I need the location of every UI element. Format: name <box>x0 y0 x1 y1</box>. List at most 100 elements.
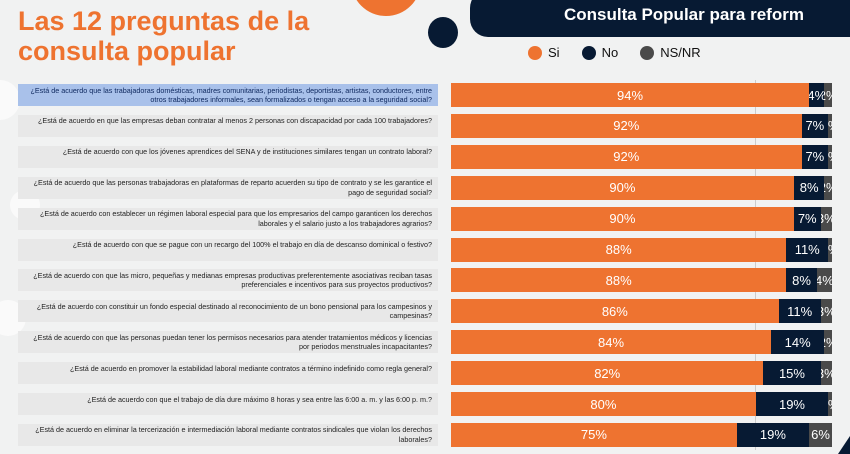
data-label: 11% <box>794 242 820 257</box>
data-label: 1% <box>828 397 832 412</box>
data-label: 2% <box>824 88 832 103</box>
data-label: 86% <box>601 303 628 319</box>
legend-label: NS/NR <box>660 45 701 60</box>
bar-no: 7% <box>801 113 829 138</box>
bar-si: 92% <box>451 113 802 138</box>
question-label: ¿Está de acuerdo con que los jóvenes apr… <box>18 145 438 168</box>
bar-no: 7% <box>801 144 829 169</box>
bar-no: 19% <box>755 392 829 416</box>
bar-nsnr: 3% <box>820 299 832 324</box>
data-label: 19% <box>778 396 805 412</box>
bar-no: 19% <box>736 422 810 447</box>
bar-si: 86% <box>451 299 779 324</box>
question-label: ¿Está de acuerdo con que las personas pu… <box>18 331 438 354</box>
data-label: 1% <box>828 149 832 164</box>
data-label: 90% <box>609 211 636 227</box>
question-label: ¿Está de acuerdo con que el trabajo de d… <box>18 393 438 415</box>
legend-dot-icon <box>581 45 596 60</box>
bar-no: 8% <box>786 268 817 293</box>
background-dot <box>0 80 20 120</box>
decorative-corner <box>838 430 850 454</box>
question-label: ¿Está de acuerdo con que las micro, pequ… <box>18 269 438 292</box>
data-label: 14% <box>784 334 811 350</box>
data-label: 7% <box>805 118 825 134</box>
page-title: Las 12 preguntas de la consulta popular <box>18 6 310 66</box>
data-label: 11% <box>787 303 813 319</box>
data-label: 92% <box>613 149 640 165</box>
bar-no: 8% <box>793 175 825 200</box>
legend-item-no: No <box>581 45 619 60</box>
legend-dot-icon <box>640 45 655 60</box>
question-label: ¿Está de acuerdo con que se pague con un… <box>18 238 438 261</box>
data-label: 3% <box>821 366 832 381</box>
bar-si: 92% <box>451 144 802 169</box>
bar-nsnr: 1% <box>828 113 832 138</box>
legend-dot-icon <box>528 45 542 60</box>
bar-no: 15% <box>763 361 821 386</box>
data-label: 1% <box>828 242 832 257</box>
question-label: ¿Está de acuerdo que las personas trabaj… <box>18 176 438 199</box>
bar-si: 75% <box>451 422 737 447</box>
bar-si: 90% <box>451 206 794 231</box>
data-label: 8% <box>792 272 811 288</box>
bar-nsnr: 1% <box>828 144 832 169</box>
data-label: 84% <box>598 334 625 350</box>
bar-no: 7% <box>793 206 821 231</box>
bar-nsnr: 1% <box>828 237 832 262</box>
data-label: 15% <box>778 365 805 381</box>
bar-no: 4% <box>809 83 825 107</box>
data-label: 8% <box>799 180 819 196</box>
chart-legend: Si No NS/NR <box>528 45 701 60</box>
data-label: 7% <box>805 149 825 165</box>
data-label: 7% <box>797 211 817 227</box>
bar-no: 14% <box>771 330 825 355</box>
gridline <box>755 80 756 450</box>
banner-title: Consulta Popular para reform <box>470 0 850 37</box>
bar-si: 84% <box>451 330 772 355</box>
data-label: 2% <box>824 335 832 350</box>
data-label: 6% <box>811 427 830 443</box>
data-label: 92% <box>613 118 640 134</box>
bar-si: 82% <box>451 361 764 386</box>
bar-nsnr: 1% <box>828 392 832 416</box>
bar-nsnr: 2% <box>824 83 832 107</box>
bar-nsnr: 2% <box>824 330 832 355</box>
question-label: ¿Está de acuerdo que las trabajadoras do… <box>18 84 438 106</box>
bar-nsnr: 4% <box>816 268 832 293</box>
data-label: 75% <box>580 427 607 443</box>
data-label: 1% <box>828 118 832 133</box>
bar-nsnr: 3% <box>820 206 832 231</box>
bar-no: 11% <box>778 299 821 324</box>
data-label: 4% <box>809 87 824 103</box>
data-label: 88% <box>605 242 632 257</box>
data-label: 3% <box>821 211 832 226</box>
bar-nsnr: 6% <box>809 422 832 447</box>
decorative-navy-circle <box>428 17 458 48</box>
question-label: ¿Está de acuerdo con establecer un régim… <box>18 207 438 230</box>
bar-si: 94% <box>451 83 810 107</box>
legend-label: No <box>601 45 619 60</box>
legend-item-nsnr: NS/NR <box>640 45 701 60</box>
data-label: 3% <box>821 304 832 319</box>
bar-nsnr: 2% <box>824 175 832 200</box>
bar-si: 88% <box>451 237 787 262</box>
legend-item-si: Si <box>528 45 560 60</box>
data-label: 82% <box>594 365 621 381</box>
question-label: ¿Está de acuerdo con constituir un fondo… <box>18 300 438 323</box>
data-label: 2% <box>824 180 832 195</box>
bar-si: 90% <box>451 175 794 200</box>
data-label: 88% <box>605 272 632 288</box>
data-label: 4% <box>816 272 832 288</box>
decorative-orange-circle <box>351 0 421 16</box>
data-label: 94% <box>617 87 644 103</box>
bar-nsnr: 3% <box>820 361 832 386</box>
legend-label: Si <box>548 45 560 60</box>
bar-si: 80% <box>451 392 756 416</box>
question-label: ¿Está de acuerdo en eliminar la terceriz… <box>18 423 438 446</box>
data-label: 80% <box>590 396 617 412</box>
question-label: ¿Está de acuerdo en que las empresas deb… <box>18 114 438 137</box>
question-label: ¿Está de acuerdo en promover la estabili… <box>18 362 438 385</box>
bar-si: 88% <box>451 268 787 293</box>
bar-no: 11% <box>786 237 829 262</box>
data-label: 90% <box>609 180 636 196</box>
